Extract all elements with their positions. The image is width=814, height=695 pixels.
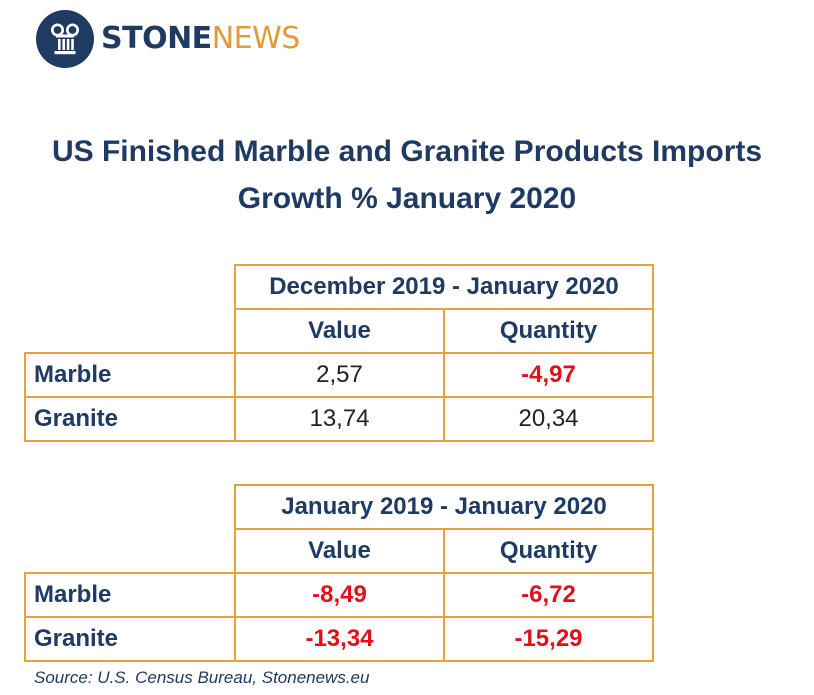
row-label-granite: Granite	[24, 616, 236, 662]
value-header: Value	[234, 308, 445, 354]
logo-stone-text: STONE	[101, 21, 212, 56]
period-row: January 2019 - January 2020	[25, 484, 654, 530]
value-header: Value	[234, 528, 445, 574]
period-header: January 2019 - January 2020	[234, 484, 654, 530]
period-row: December 2019 - January 2020	[25, 264, 654, 310]
table-row: Granite 13,74 20,34	[24, 396, 654, 442]
page-title: US Finished Marble and Granite Products …	[0, 128, 814, 222]
brand-logo: STONENEWS	[36, 10, 300, 68]
marble-quantity-cell: -6,72	[443, 572, 654, 618]
logo-news-text: NEWS	[211, 21, 301, 56]
marble-value-cell: -8,49	[234, 572, 445, 618]
empty-corner	[25, 485, 235, 529]
empty-corner	[25, 529, 235, 573]
empty-corner	[25, 309, 235, 353]
column-header-row: Value Quantity	[25, 528, 654, 574]
quantity-header: Quantity	[443, 528, 654, 574]
logo-column-icon	[36, 10, 94, 68]
table-row: Granite -13,34 -15,29	[24, 616, 654, 662]
marble-quantity-cell: -4,97	[443, 352, 654, 398]
logo-wordmark: STONENEWS	[101, 24, 300, 54]
marble-value-cell: 2,57	[234, 352, 445, 398]
granite-value-cell: -13,34	[234, 616, 445, 662]
empty-corner	[25, 265, 235, 309]
granite-quantity-cell: -15,29	[443, 616, 654, 662]
title-line-2: Growth % January 2020	[237, 182, 577, 215]
table-row: Marble 2,57 -4,97	[24, 352, 654, 398]
row-label-marble: Marble	[24, 352, 236, 398]
row-label-marble: Marble	[24, 572, 236, 618]
table-row: Marble -8,49 -6,72	[24, 572, 654, 618]
period-header: December 2019 - January 2020	[234, 264, 654, 310]
row-label-granite: Granite	[24, 396, 236, 442]
column-icon	[50, 23, 79, 55]
granite-quantity-cell: 20,34	[443, 396, 654, 442]
column-header-row: Value Quantity	[25, 308, 654, 354]
growth-table-year: January 2019 - January 2020 Value Quanti…	[24, 484, 654, 662]
granite-value-cell: 13,74	[234, 396, 445, 442]
source-note: Source: U.S. Census Bureau, Stonenews.eu	[34, 668, 370, 687]
quantity-header: Quantity	[443, 308, 654, 354]
title-line-1: US Finished Marble and Granite Products …	[51, 135, 763, 168]
growth-table-month: December 2019 - January 2020 Value Quant…	[24, 264, 654, 442]
